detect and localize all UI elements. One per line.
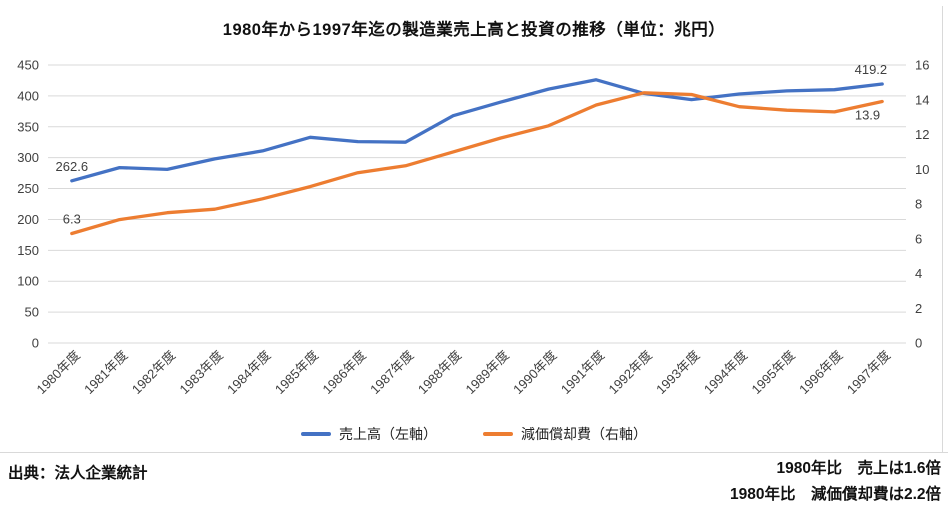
x-axis-tick: 1993年度: [653, 348, 702, 397]
comparison-note-depreciation: 1980年比 減価償却費は2.2倍: [729, 486, 941, 503]
y-axis-tick-left: 400: [17, 88, 39, 103]
x-axis-tick: 1995年度: [749, 348, 798, 397]
x-axis-tick: 1997年度: [844, 348, 893, 397]
comparison-notes: 1980年比 売上は1.6倍 1980年比 減価償却費は2.2倍: [730, 456, 941, 508]
x-axis-tick: 1987年度: [367, 348, 416, 397]
x-axis-tick: 1982年度: [129, 348, 178, 397]
x-axis-tick: 1989年度: [463, 348, 512, 397]
x-axis-tick: 1992年度: [606, 348, 655, 397]
y-axis-tick-right: 12: [915, 127, 929, 142]
data-label: 262.6: [56, 159, 89, 174]
y-axis-tick-left: 250: [17, 181, 39, 196]
legend-item-depreciation[interactable]: 減価償却費（右軸）: [483, 424, 647, 444]
chart-right-border: [942, 6, 943, 452]
y-axis-tick-left: 200: [17, 212, 39, 227]
y-axis-tick-left: 450: [17, 58, 39, 73]
data-label: 419.2: [855, 62, 888, 77]
y-axis-tick-right: 8: [915, 197, 922, 212]
x-axis-tick: 1984年度: [224, 348, 273, 397]
x-axis-tick: 1990年度: [510, 348, 559, 397]
y-axis-tick-left: 50: [25, 305, 39, 320]
chart-title: 1980年から1997年迄の製造業売上高と投資の推移（単位：兆円）: [222, 21, 726, 39]
y-axis-tick-left: 150: [17, 243, 39, 258]
y-axis-tick-right: 14: [915, 92, 929, 107]
y-axis-tick-right: 0: [915, 336, 922, 351]
x-axis-tick: 1980年度: [34, 348, 83, 397]
y-axis-tick-right: 4: [915, 266, 922, 281]
y-axis-tick-right: 6: [915, 231, 922, 246]
x-axis-tick: 1988年度: [415, 348, 464, 397]
x-axis-tick: 1996年度: [796, 348, 845, 397]
data-label: 13.9: [855, 107, 880, 122]
x-axis-tick: 1994年度: [701, 348, 750, 397]
chart-legend: 売上高（左軸） 減価償却費（右軸）: [0, 421, 948, 447]
sales-line-swatch-icon: [301, 432, 331, 436]
legend-label-sales: 売上高（左軸）: [339, 426, 437, 442]
x-axis-tick: 1986年度: [320, 348, 369, 397]
legend-label-depreciation: 減価償却費（右軸）: [521, 426, 647, 442]
y-axis-tick-left: 100: [17, 274, 39, 289]
x-axis-tick: 1991年度: [558, 348, 607, 397]
depreciation-line-swatch-icon: [483, 432, 513, 436]
x-axis-tick: 1983年度: [177, 348, 226, 397]
chart-bottom-border: [0, 452, 948, 453]
x-axis-tick: 1981年度: [81, 348, 130, 397]
x-axis-tick: 1985年度: [272, 348, 321, 397]
legend-item-sales[interactable]: 売上高（左軸）: [301, 424, 437, 444]
y-axis-tick-left: 0: [32, 336, 39, 351]
y-axis-tick-right: 10: [915, 162, 929, 177]
y-axis-tick-right: 2: [915, 301, 922, 316]
source-note: 出典：法人企業統計: [8, 465, 148, 482]
y-axis-tick-left: 350: [17, 119, 39, 134]
y-axis-tick-left: 300: [17, 150, 39, 165]
sales-series-line[interactable]: [70, 78, 884, 183]
y-axis-tick-right: 16: [915, 58, 929, 73]
data-label: 6.3: [63, 212, 81, 227]
depreciation-series-line[interactable]: [70, 91, 884, 236]
comparison-note-sales: 1980年比 売上は1.6倍: [776, 460, 941, 477]
chart-plot-area[interactable]: 0 50 100 150 200 250 300 350 400 450 0 2 4 6 8 10 12 14 16…: [0, 0, 948, 415]
